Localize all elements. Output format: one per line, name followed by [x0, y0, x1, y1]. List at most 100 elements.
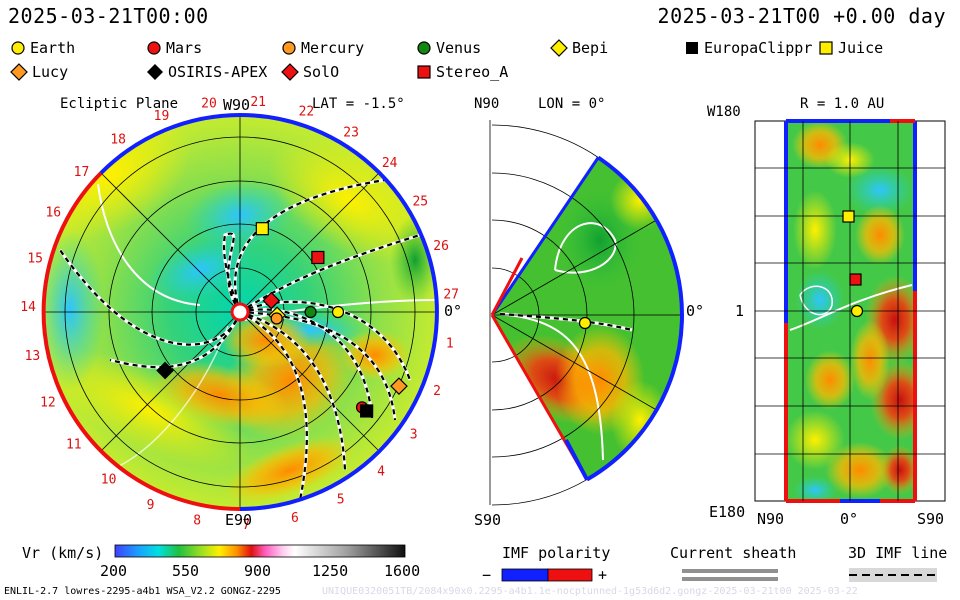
carrington-label-13: 13 — [25, 349, 41, 364]
carrington-label-18: 18 — [110, 133, 126, 148]
carrington-label-17: 17 — [74, 165, 90, 180]
meridional-plane-panel — [489, 120, 684, 506]
carrington-label-12: 12 — [40, 396, 56, 411]
radial-n90-label: N90 — [757, 510, 785, 528]
ecliptic-lat-label: LAT = -1.5° — [312, 96, 405, 112]
osiris-apex-marker — [156, 361, 174, 380]
legend-europaclippr: EuropaClippr — [684, 39, 812, 57]
solo-marker — [262, 291, 281, 310]
legend-stereo-a: Stereo_A — [416, 63, 508, 81]
colorbar-tick-550: 550 — [172, 562, 200, 580]
legend-venus: Venus — [416, 39, 481, 57]
radial-w180-label: W180 — [707, 104, 741, 120]
meridional-0deg-label: 0° — [686, 302, 705, 320]
colorbar-tick-1600: 1600 — [384, 562, 421, 580]
carrington-label-26: 26 — [433, 239, 449, 254]
footer-run-info: ENLIL-2.7 lowres-2295-a4b1 WSA_V2.2 GONG… — [4, 586, 281, 597]
legend-lucy: Lucy — [10, 63, 68, 81]
carrington-label-23: 23 — [343, 125, 359, 140]
imf-line-icon — [849, 568, 937, 582]
colorbar-label: Vr (km/s) — [22, 544, 104, 562]
solo-marker-icon — [281, 63, 299, 81]
current-sheath-icon — [682, 569, 778, 581]
carrington-label-2: 2 — [433, 384, 441, 399]
juice-marker-icon — [819, 41, 833, 55]
ecliptic-title: Ecliptic Plane — [60, 96, 179, 112]
meridional-top-label: N90 — [474, 96, 500, 112]
radial-0deg-label: 0° — [840, 510, 859, 528]
carrington-label-20: 20 — [201, 96, 217, 111]
header-time-left: 2025-03-21T00:00 — [8, 4, 209, 28]
stereo-a-marker-icon — [417, 65, 431, 79]
ecliptic-w90-label: W90 — [223, 96, 251, 114]
meridional-s90-label: S90 — [474, 511, 502, 529]
ecliptic-0deg-label: 0° — [444, 302, 463, 320]
meridional-lon-label: LON = 0° — [538, 96, 606, 112]
carrington-label-24: 24 — [382, 156, 398, 171]
earth-marker-icon — [11, 41, 25, 55]
imf-line-label: 3D IMF line — [848, 544, 948, 562]
carrington-label-4: 4 — [377, 464, 385, 479]
carrington-label-19: 19 — [154, 109, 170, 124]
stereo-a-marker-radial — [849, 273, 862, 286]
radial-panel — [754, 119, 946, 503]
imf-polarity-bar — [501, 568, 593, 582]
header-time-right: 2025-03-21T00 +0.00 day — [657, 4, 946, 28]
legend-earth: Earth — [10, 39, 75, 57]
radial-s90-label: S90 — [917, 510, 945, 528]
radial-title: R = 1.0 AU — [800, 96, 885, 112]
earth-marker-meridional — [578, 316, 592, 330]
carrington-label-15: 15 — [27, 251, 43, 266]
legend-mars: Mars — [146, 39, 202, 57]
imf-plus-label: + — [598, 566, 608, 584]
carrington-label-8: 8 — [193, 514, 201, 529]
venus-marker-icon — [417, 41, 431, 55]
carrington-label-3: 3 — [410, 428, 418, 443]
radial-e180-label: E180 — [709, 503, 746, 521]
osiris-apex-marker-icon — [147, 64, 163, 80]
legend-osiris-apex: OSIRIS-APEX — [146, 63, 267, 81]
mercury-marker-icon — [282, 41, 296, 55]
stereo-a-marker — [311, 250, 325, 265]
carrington-label-6: 6 — [291, 511, 299, 526]
carrington-label-5: 5 — [337, 493, 345, 508]
current-sheath-label: Current sheath — [670, 544, 797, 562]
carrington-label-1: 1 — [446, 337, 454, 352]
vr-colorbar — [114, 544, 406, 558]
carrington-label-7: 7 — [242, 518, 250, 533]
venus-marker — [304, 305, 317, 319]
europaclippr-marker — [360, 404, 374, 418]
europaclippr-marker-icon — [686, 42, 698, 54]
legend-mercury: Mercury — [281, 39, 364, 57]
carrington-label-25: 25 — [412, 194, 428, 209]
carrington-label-22: 22 — [299, 105, 315, 120]
legend-solo: SolO — [281, 63, 339, 81]
earth-marker-radial — [850, 304, 864, 318]
legend-bepi: Bepi — [550, 39, 608, 57]
juice-marker-radial — [842, 210, 855, 223]
carrington-label-10: 10 — [101, 472, 117, 487]
lucy-marker — [390, 377, 408, 395]
bepi-marker-icon — [550, 39, 568, 57]
footer-run-id: UNIQUE0320051TB/2084x90x0.2295-a4b1.1e-n… — [322, 586, 858, 597]
legend-juice: Juice — [818, 39, 883, 57]
earth-marker — [331, 305, 345, 319]
carrington-label-16: 16 — [45, 206, 61, 221]
radial-1-label: 1 — [735, 302, 745, 320]
juice-marker — [255, 222, 269, 236]
carrington-label-9: 9 — [147, 498, 155, 513]
colorbar-tick-900: 900 — [244, 562, 272, 580]
carrington-label-11: 11 — [66, 438, 82, 453]
colorbar-tick-1250: 1250 — [312, 562, 349, 580]
imf-minus-label: − — [482, 566, 492, 584]
lucy-marker-icon — [10, 63, 28, 81]
carrington-label-21: 21 — [250, 95, 266, 110]
mars-marker-icon — [147, 41, 161, 55]
carrington-label-27: 27 — [443, 288, 459, 303]
carrington-label-14: 14 — [20, 300, 36, 315]
imf-polarity-label: IMF polarity — [502, 544, 611, 562]
colorbar-tick-200: 200 — [100, 562, 128, 580]
